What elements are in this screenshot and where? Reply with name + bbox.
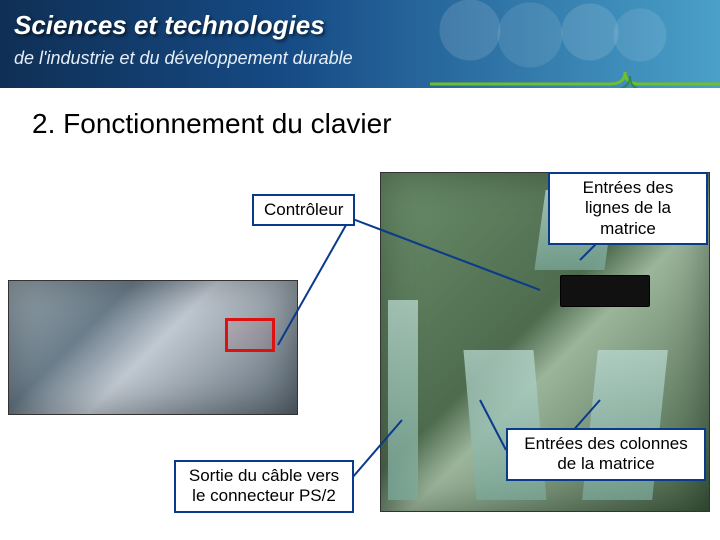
banner-title: Sciences et technologies: [14, 10, 325, 41]
highlight-box: [225, 318, 275, 352]
callout-entrees-colonnes: Entrées des colonnes de la matrice: [506, 428, 706, 481]
banner-decoration: [430, 70, 720, 88]
controller-chip: [560, 275, 650, 307]
heading-text: Fonctionnement du clavier: [63, 108, 391, 139]
heading-number: 2.: [32, 108, 55, 139]
ribbon-cable-left: [388, 300, 418, 500]
header-banner: Sciences et technologies de l'industrie …: [0, 0, 720, 88]
section-heading: 2. Fonctionnement du clavier: [32, 108, 392, 140]
callout-controleur: Contrôleur: [252, 194, 355, 226]
callout-sortie-cable: Sortie du câble vers le connecteur PS/2: [174, 460, 354, 513]
banner-subtitle: de l'industrie et du développement durab…: [14, 48, 353, 69]
callout-entrees-lignes: Entrées des lignes de la matrice: [548, 172, 708, 245]
